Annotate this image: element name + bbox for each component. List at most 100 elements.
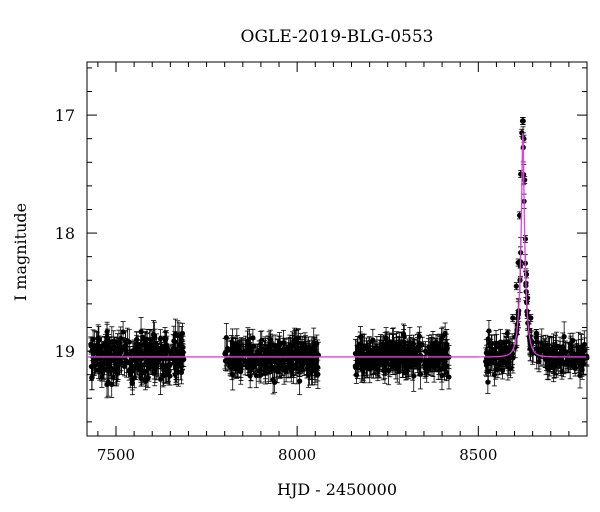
data-point [244,343,250,349]
data-point [483,358,489,365]
data-point [173,358,179,364]
data-point [121,363,128,370]
x-tick-label: 7500 [97,446,135,464]
data-point [116,348,123,355]
data-point [227,347,234,353]
data-point [365,350,371,356]
data-point [295,340,301,346]
data-point [359,364,365,371]
data-point [485,379,491,385]
data-point [550,357,556,363]
data-point [401,333,407,340]
data-point [571,361,578,367]
data-point [312,342,318,348]
data-points [88,117,590,399]
data-point [576,359,582,365]
data-point [439,345,446,352]
data-point [222,351,228,357]
data-point [110,367,117,373]
data-point [169,352,175,358]
data-point [95,335,101,341]
data-point [148,336,154,342]
data-point [570,338,576,344]
data-point [440,333,446,339]
data-point [380,367,386,374]
data-point [488,358,494,364]
data-point [297,378,303,384]
data-point [520,118,526,124]
data-point [88,363,95,370]
data-point [411,373,417,379]
data-point [124,358,130,365]
data-point [277,361,283,367]
data-point [444,353,450,359]
data-point [439,372,445,379]
data-point [428,361,434,367]
data-point [395,363,401,369]
data-point [271,348,277,354]
data-point [510,315,516,321]
data-point [290,365,296,372]
data-point [304,345,310,351]
data-point [559,368,565,374]
data-point [486,328,492,334]
data-point [379,341,385,347]
data-point [309,362,315,368]
data-point [515,259,521,266]
data-point [352,363,358,369]
data-point [546,348,553,355]
data-point [231,347,237,353]
data-point [255,360,262,366]
data-point [497,342,503,348]
data-point [157,376,164,382]
data-point [126,351,132,357]
data-point [399,351,405,357]
data-point [410,341,417,347]
data-point [524,295,531,301]
data-point [275,345,281,351]
data-point [88,341,94,347]
data-point [134,336,140,343]
axis-ticks: 7500 8000 8500 17 18 19 [55,62,588,464]
data-point [93,357,99,363]
data-point [111,357,118,363]
data-point [446,374,452,380]
data-point [538,348,544,354]
data-point [505,363,511,369]
data-point [155,358,162,364]
data-point [528,315,534,321]
data-point [175,332,181,338]
data-point [144,359,150,365]
data-point [104,340,111,346]
data-point [357,334,364,340]
data-point [250,335,256,341]
data-point [267,341,274,347]
data-point [314,358,320,364]
data-point [234,342,240,348]
data-point [580,357,586,363]
data-point [307,368,313,374]
data-point [246,359,252,365]
data-point [151,344,157,350]
data-point [122,338,128,344]
data-point [272,358,278,365]
data-point [381,361,387,367]
data-point [172,339,178,345]
plot-frame [86,61,588,437]
data-point [499,367,506,374]
data-point [533,345,540,352]
data-point [513,283,519,289]
data-point [159,347,165,353]
data-point [269,366,276,372]
data-point [488,349,494,355]
data-point [161,372,167,378]
data-point [136,367,142,373]
data-point [404,351,410,357]
data-point [523,271,530,277]
data-point [89,374,95,380]
model-curve [87,132,587,358]
data-point [504,330,510,336]
data-point [224,357,230,364]
data-point [152,368,158,374]
